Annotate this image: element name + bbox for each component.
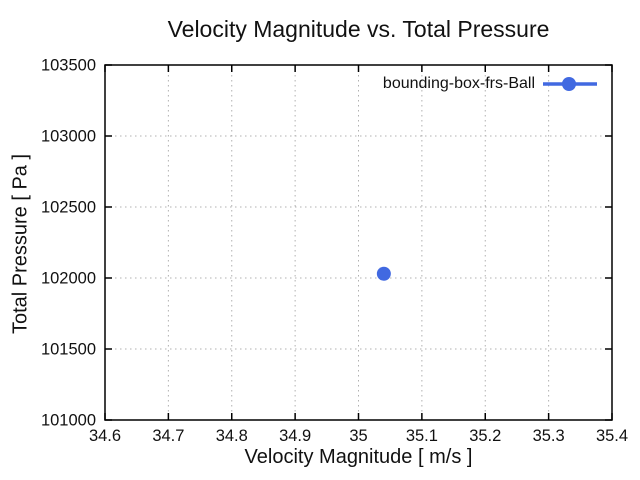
x-tick-label: 35 — [349, 427, 367, 445]
y-tick-label: 101000 — [41, 412, 96, 430]
x-tick-label: 34.7 — [152, 427, 184, 445]
x-tick-label: 35.1 — [406, 427, 438, 445]
legend-marker-sample — [543, 76, 597, 91]
x-axis-title: Velocity Magnitude [ m/s ] — [244, 446, 473, 468]
y-tick-label: 103000 — [41, 128, 96, 146]
y-tick-label: 102500 — [41, 199, 96, 217]
legend-marker-dot-icon — [562, 76, 576, 91]
x-tick-label: 35.2 — [469, 427, 501, 445]
x-tick-label: 35.3 — [533, 427, 565, 445]
x-tick-label: 35.4 — [596, 427, 628, 445]
x-tick-label: 34.6 — [89, 427, 121, 445]
y-tick-label: 103500 — [41, 57, 96, 75]
x-tick-label: 34.8 — [216, 427, 248, 445]
y-axis-title: Total Pressure [ Pa ] — [9, 153, 32, 335]
data-point — [376, 266, 391, 281]
y-tick-label: 101500 — [41, 341, 96, 359]
legend: bounding-box-frs-Ball — [383, 73, 598, 94]
chart-title: Velocity Magnitude vs. Total Pressure — [167, 16, 550, 42]
y-tick-label: 102000 — [41, 270, 96, 288]
plot-border — [104, 64, 613, 421]
x-tick-label: 34.9 — [279, 427, 311, 445]
legend-label: bounding-box-frs-Ball — [382, 74, 535, 92]
